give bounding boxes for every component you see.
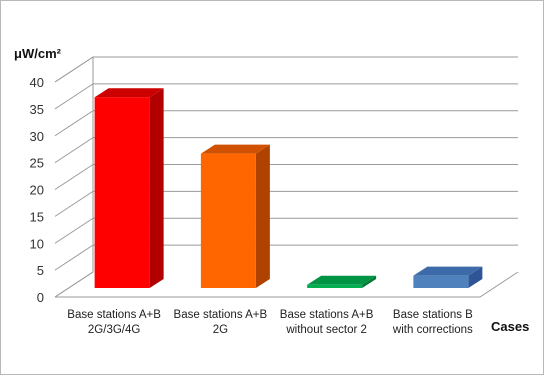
y-tick-label: 35 [30,102,44,117]
x-category-label: Base stations B [393,309,473,321]
bar-top [94,88,164,98]
y-tick-label: 20 [30,183,44,198]
x-category-label: Base stations A+B [67,309,161,321]
x-category-label: without sector 2 [285,324,367,336]
floor-outline [55,271,519,298]
x-category-labels: Base stations A+B 2G/3G/4G Base stations A… [67,309,473,336]
y-tick-label: 25 [30,156,44,171]
gridlines [54,56,518,298]
bar-top [413,266,483,276]
gridline-depth [54,217,94,244]
gridline-depth [54,110,94,137]
x-category-label: Base stations A+B [174,309,268,321]
gridline-depth [54,56,94,83]
gridline-depth [54,164,94,190]
x-category-label: 2G/3G/4G [88,324,140,336]
bars [94,88,483,288]
x-category-label: with corrections [392,324,473,336]
bar-front [200,153,256,288]
gridline-depth [54,137,94,164]
bar-side [149,88,164,288]
bar [413,266,483,288]
bar-side [362,275,377,288]
bar-top [307,275,377,285]
y-tick-label: 40 [30,75,44,90]
y-tick-labels: 0 5 10 15 20 25 30 35 40 [30,75,44,305]
bar-front [94,97,150,288]
x-category-label: Base stations A+B [280,309,374,321]
bar-front [413,275,469,288]
y-tick-label: 0 [37,290,44,305]
bar-top [200,144,270,154]
bar-side [468,266,483,288]
x-category-label: 2G [213,324,228,336]
x-axis-title: Cases [491,319,529,334]
y-tick-label: 5 [37,263,44,278]
gridline-depth [54,190,94,217]
y-tick-label: 30 [30,129,44,144]
bar [307,275,377,288]
gridline-depth [54,271,94,298]
bar-side [255,144,270,288]
y-axis-title: μW/cm² [14,46,62,61]
gridline-depth [54,83,94,110]
y-tick-label: 10 [30,236,44,251]
bar [200,144,270,288]
gridline-depth [54,244,94,271]
bar [94,88,164,288]
y-tick-label: 15 [30,209,44,224]
bar-front [307,284,363,288]
